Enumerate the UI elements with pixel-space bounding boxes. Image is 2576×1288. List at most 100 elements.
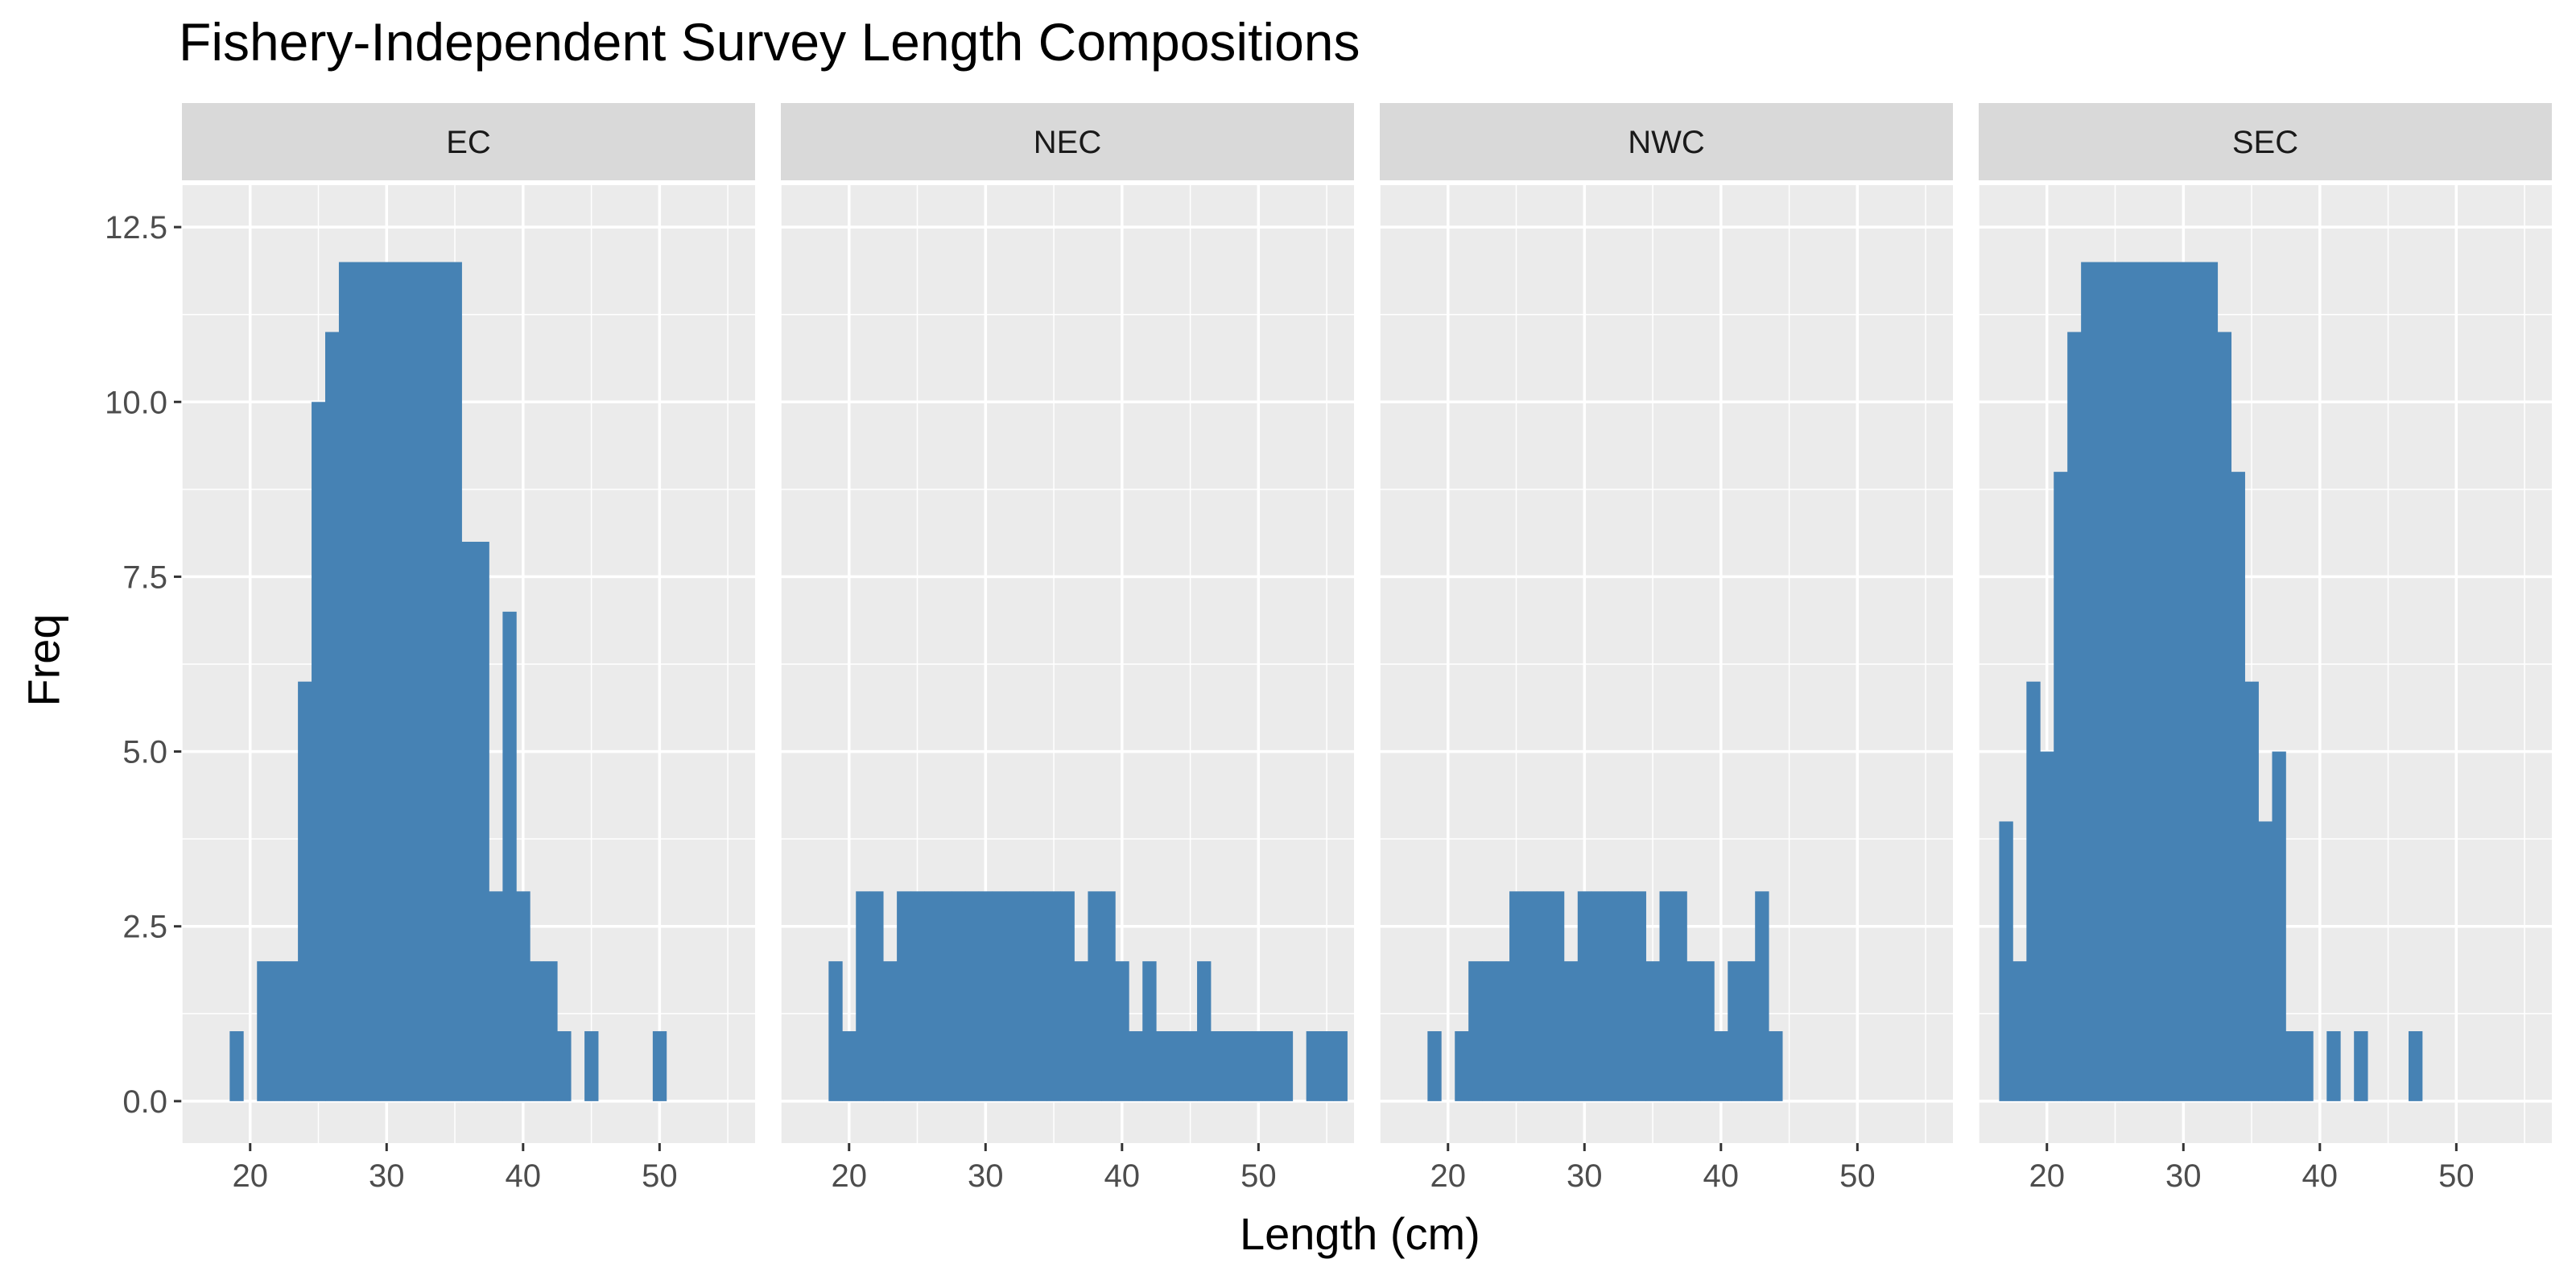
facet-strip-label: NEC	[1034, 125, 1101, 160]
histogram-bar	[1468, 961, 1483, 1101]
histogram-bar	[393, 262, 408, 1101]
histogram-bar	[2409, 1031, 2423, 1101]
histogram-bar	[2231, 472, 2245, 1101]
y-tick-label: 0.0	[122, 1084, 167, 1120]
histogram-bar	[1455, 1031, 1469, 1101]
histogram-bar	[2081, 262, 2095, 1101]
histogram-bar	[489, 891, 503, 1101]
histogram-bar	[1033, 891, 1047, 1101]
x-tick-label: 50	[1241, 1158, 1277, 1194]
histogram-bar	[312, 402, 326, 1101]
histogram-bar	[338, 262, 353, 1101]
histogram-bar	[2258, 821, 2273, 1101]
x-tick-label: 40	[1703, 1158, 1740, 1194]
facet-strip-label: EC	[446, 125, 491, 160]
facet-strip	[182, 103, 755, 180]
histogram-bar	[325, 332, 340, 1101]
histogram-bar	[828, 961, 843, 1101]
histogram-bar	[951, 891, 966, 1101]
x-tick-label: 50	[642, 1158, 678, 1194]
histogram-bar	[1211, 1031, 1225, 1101]
y-tick-label: 2.5	[122, 910, 167, 945]
histogram-bar	[1686, 961, 1701, 1101]
x-tick-label: 40	[2302, 1158, 2339, 1194]
histogram-bar	[964, 891, 980, 1101]
histogram-bar	[1659, 891, 1674, 1101]
histogram-bar	[2299, 1031, 2314, 1101]
histogram-bar	[1005, 891, 1021, 1101]
histogram-bar	[1319, 1031, 1334, 1101]
histogram-bar	[1482, 961, 1496, 1101]
histogram-bar	[270, 961, 285, 1101]
histogram-bar	[2149, 262, 2164, 1101]
histogram-bar	[1591, 891, 1606, 1101]
histogram-bar	[365, 262, 381, 1101]
histogram-bar	[1170, 1031, 1184, 1101]
histogram-bar	[434, 262, 448, 1101]
histogram-bar	[1251, 1031, 1266, 1101]
x-tick-label: 40	[1104, 1158, 1141, 1194]
histogram-bar	[1741, 961, 1756, 1101]
histogram-bar	[229, 1031, 244, 1101]
histogram-bar	[298, 681, 312, 1101]
y-axis-label: Freq	[18, 613, 69, 707]
x-tick-label: 20	[1430, 1158, 1467, 1194]
histogram-bar	[1197, 961, 1212, 1101]
histogram-bar	[407, 262, 422, 1101]
histogram-bar	[1278, 1031, 1294, 1101]
histogram-bar	[1306, 1031, 1321, 1101]
histogram-bar	[584, 1031, 599, 1101]
facet-strip-label: NWC	[1628, 125, 1705, 160]
histogram-bar	[2122, 262, 2136, 1101]
histogram-bar	[1604, 891, 1620, 1101]
facet-strip-label: SEC	[2232, 125, 2298, 160]
histogram-bar	[1632, 891, 1646, 1101]
histogram-bar	[2176, 262, 2191, 1101]
histogram-bar	[2354, 1031, 2368, 1101]
histogram-bar	[1019, 891, 1034, 1101]
histogram-bar	[1142, 961, 1157, 1101]
histogram-bar	[924, 891, 939, 1101]
x-tick-label: 30	[968, 1158, 1004, 1194]
histogram-bar	[1577, 891, 1592, 1101]
histogram-bar	[1728, 961, 1742, 1101]
histogram-bar	[1183, 1031, 1198, 1101]
x-tick-label: 20	[2029, 1158, 2066, 1194]
histogram-bar	[1265, 1031, 1280, 1101]
histogram-bar	[910, 891, 925, 1101]
histogram-bar	[1563, 961, 1579, 1101]
histogram-bar	[2162, 262, 2178, 1101]
histogram-bar	[1755, 891, 1769, 1101]
histogram-bar	[1129, 1031, 1143, 1101]
histogram-bar	[2244, 681, 2259, 1101]
histogram-bar	[1618, 891, 1633, 1101]
x-axis-label: Length (cm)	[1240, 1208, 1480, 1259]
histogram-bar	[2272, 751, 2286, 1101]
histogram-bar	[448, 262, 462, 1101]
histogram-bar	[1645, 961, 1660, 1101]
histogram-bar	[2013, 961, 2027, 1101]
histogram-bar	[1101, 891, 1116, 1101]
histogram-bar	[2203, 262, 2219, 1101]
histogram-bar	[2040, 751, 2054, 1101]
histogram-bar	[1115, 961, 1129, 1101]
histogram-bar	[2108, 262, 2123, 1101]
histogram-bar	[1550, 891, 1565, 1101]
histogram-bar	[2095, 262, 2109, 1101]
histogram-bar	[1046, 891, 1061, 1101]
histogram-bar	[257, 961, 271, 1101]
histogram-bar	[420, 262, 436, 1101]
histogram-bar	[1714, 1031, 1728, 1101]
histogram-bar	[1523, 891, 1538, 1101]
y-tick-label: 7.5	[122, 559, 167, 595]
x-tick-label: 30	[1567, 1158, 1603, 1194]
histogram-bar	[1999, 821, 2013, 1101]
x-tick-label: 40	[506, 1158, 542, 1194]
histogram-bar	[869, 891, 884, 1101]
facet-strip	[781, 103, 1354, 180]
histogram-bar	[1700, 961, 1715, 1101]
histogram-bar	[978, 891, 993, 1101]
x-tick-label: 50	[1839, 1158, 1876, 1194]
